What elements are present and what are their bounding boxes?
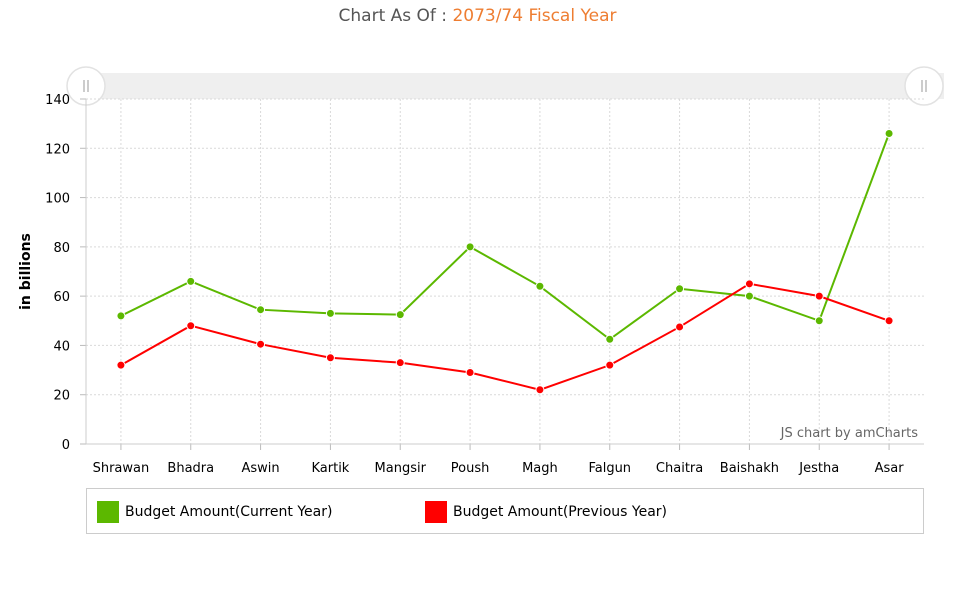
x-tick-label: Asar [875, 461, 905, 476]
series-0-point [675, 284, 685, 294]
series-1-point [744, 279, 754, 289]
title-prefix: Chart As Of : [338, 6, 448, 26]
y-tick-label: 60 [53, 290, 70, 305]
x-tick-label: Jestha [798, 461, 839, 476]
scrollbar-track [86, 73, 944, 99]
series-1-point [814, 291, 824, 301]
x-tick-label: Falgun [588, 461, 631, 476]
legend: Budget Amount(Current Year) Budget Amoun… [86, 488, 924, 534]
series-1-point [395, 358, 405, 368]
handle-circle [904, 66, 944, 106]
x-tick-label: Chaitra [656, 461, 703, 476]
series-1-point [116, 360, 126, 370]
series-1-point [465, 368, 475, 378]
y-tick-label: 140 [45, 93, 70, 108]
series-0-point [116, 311, 126, 321]
y-tick-label: 0 [62, 438, 70, 453]
x-tick-label: Shrawan [93, 461, 150, 476]
x-tick-label: Magh [522, 461, 558, 476]
series-1-point [325, 353, 335, 363]
series-0-point [605, 334, 615, 344]
x-tick-label: Bhadra [167, 461, 214, 476]
series-0-point [256, 305, 266, 315]
series-1-point [884, 316, 894, 326]
legend-swatch-current-year [97, 501, 119, 523]
series-0-point [325, 308, 335, 318]
y-axis-label: in billions [18, 233, 34, 310]
title-fiscal-year: 2073/74 Fiscal Year [452, 6, 617, 26]
x-tick-label: Poush [451, 461, 490, 476]
legend-label-previous-year: Budget Amount(Previous Year) [453, 504, 667, 520]
chart-credit[interactable]: JS chart by amCharts [780, 426, 919, 441]
series-1-point [186, 321, 196, 331]
series-0-point [814, 316, 824, 326]
scrollbar-left-handle[interactable] [66, 66, 106, 106]
series-0-point [744, 291, 754, 301]
scrollbar-right-handle[interactable] [904, 66, 944, 106]
x-tick-label: Baishakh [720, 461, 779, 476]
y-tick-label: 40 [53, 339, 70, 354]
legend-swatch-previous-year [425, 501, 447, 523]
x-tick-label: Kartik [311, 461, 349, 476]
series-1-point [605, 360, 615, 370]
y-tick-label: 80 [53, 241, 70, 256]
legend-item-current-year[interactable]: Budget Amount(Current Year) [97, 501, 332, 523]
y-tick-label: 20 [53, 389, 70, 404]
y-tick-label: 100 [45, 192, 70, 207]
series-line-0 [120, 133, 891, 341]
chart-title: Chart As Of : 2073/74 Fiscal Year [0, 6, 955, 26]
legend-label-current-year: Budget Amount(Current Year) [125, 504, 333, 520]
series-0-point [186, 276, 196, 286]
series-line-1 [120, 282, 890, 391]
series-1-point [256, 339, 266, 349]
series-1-point [535, 385, 545, 395]
series-0-point [465, 242, 475, 252]
legend-item-previous-year[interactable]: Budget Amount(Previous Year) [425, 501, 667, 523]
y-tick-label: 120 [45, 142, 70, 157]
series-0-point [395, 310, 405, 320]
series-0-point [884, 129, 894, 138]
scrollbar[interactable] [66, 66, 944, 106]
x-tick-label: Aswin [242, 461, 280, 476]
series-1-point [675, 322, 685, 332]
series-0-point [535, 281, 545, 291]
x-tick-label: Mangsir [375, 461, 427, 476]
